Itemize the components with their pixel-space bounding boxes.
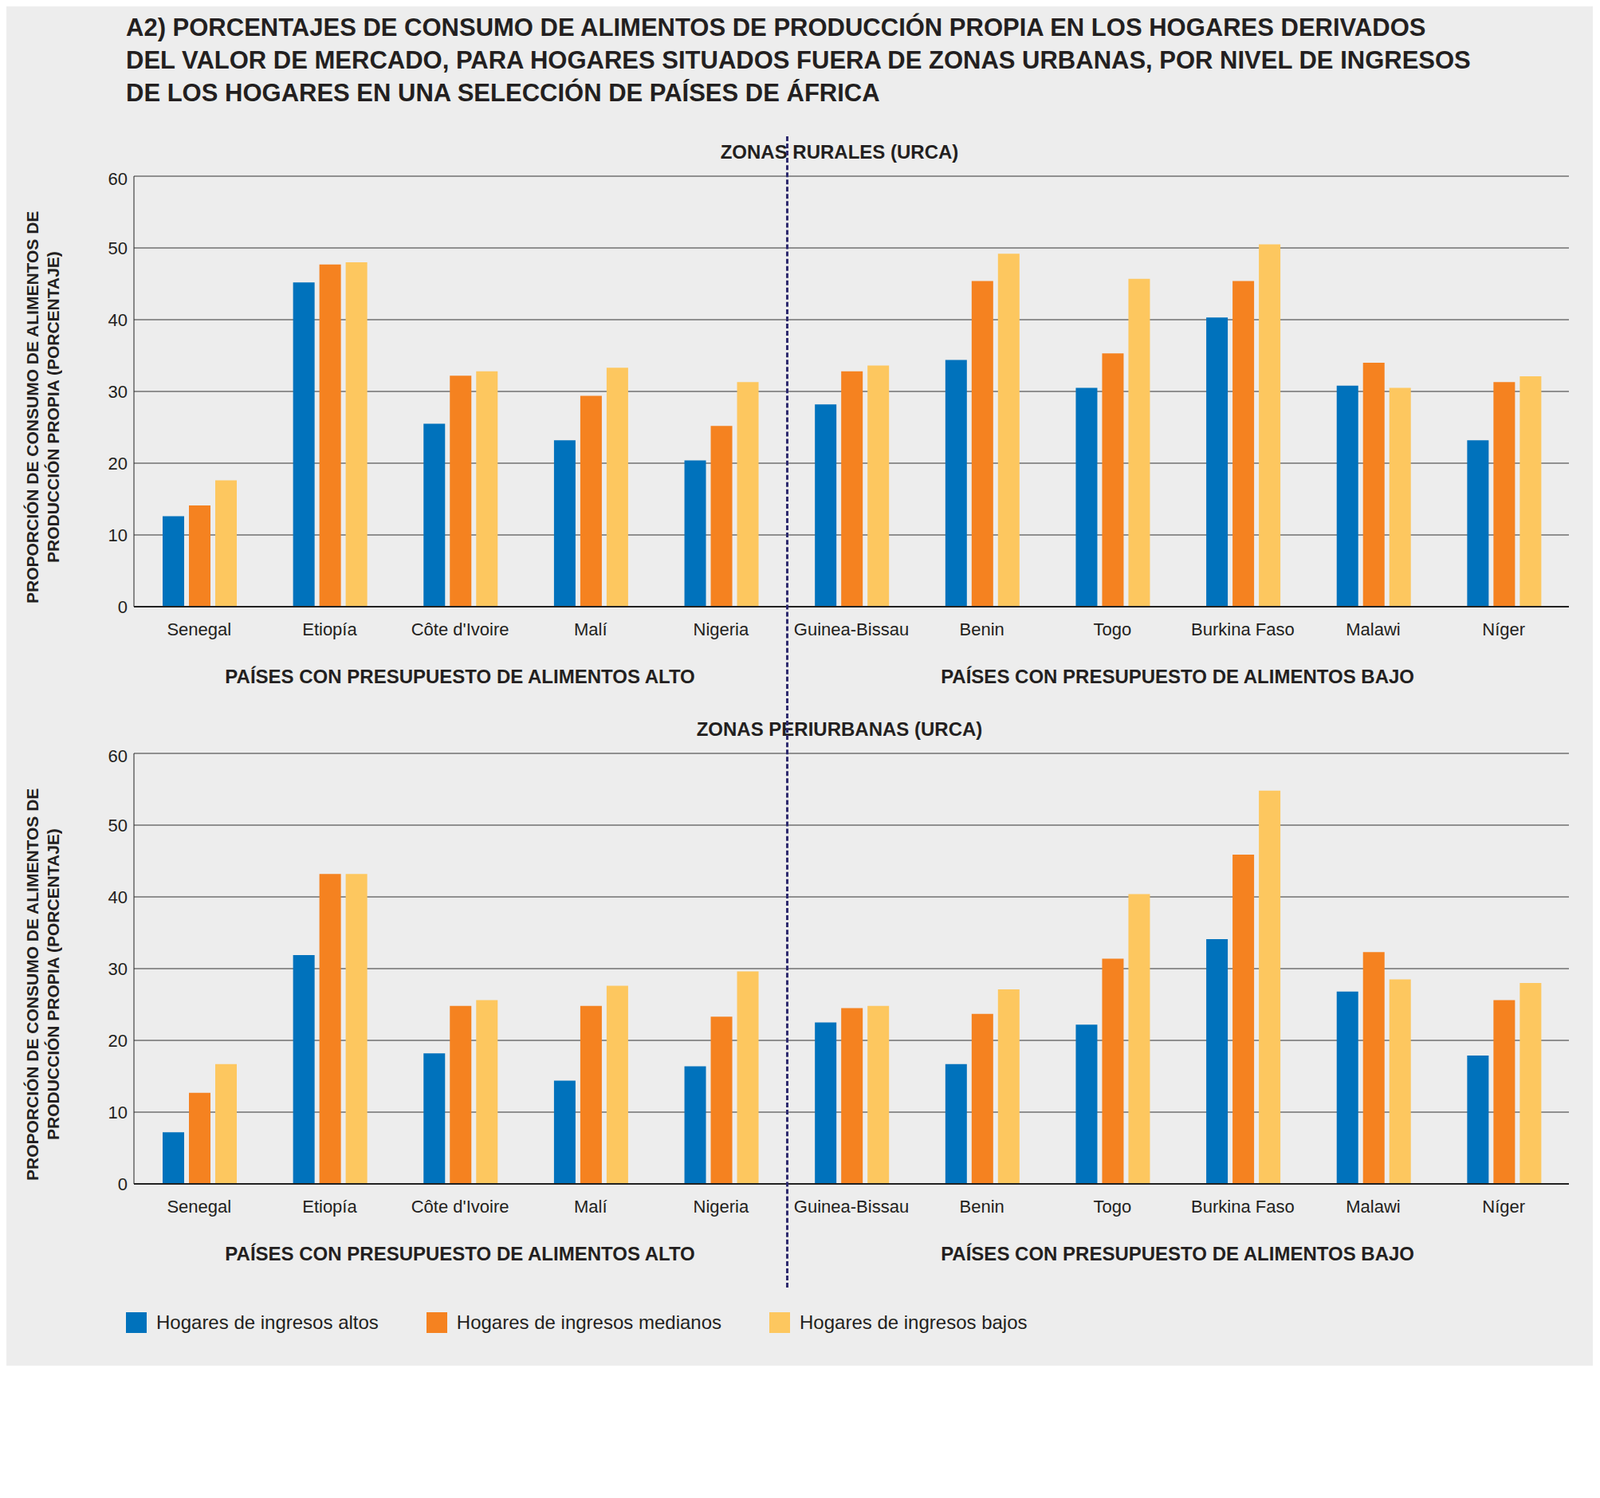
- svg-text:Senegal: Senegal: [166, 619, 232, 640]
- svg-text:Malí: Malí: [573, 1196, 608, 1217]
- html-text:PAÍSES CON PRESUPUESTO DE ALIM: PAÍSES CON PRESUPUESTO DE ALIMENTOS BAJO: [940, 1242, 1415, 1265]
- svg-text:30: 30: [108, 959, 128, 979]
- svg-text:50: 50: [108, 238, 128, 259]
- html-text:PAÍSES CON PRESUPUESTO DE ALIM: PAÍSES CON PRESUPUESTO DE ALIMENTOS ALTO: [225, 1242, 696, 1265]
- svg-text:Burkina Faso: Burkina Faso: [1191, 619, 1295, 640]
- svg-text:Malawi: Malawi: [1345, 619, 1400, 640]
- svg-text:Etiopía: Etiopía: [302, 1196, 358, 1217]
- svg-text:20: 20: [108, 1030, 128, 1051]
- svg-text:Etiopía: Etiopía: [302, 619, 358, 640]
- svg-text:Togo: Togo: [1092, 619, 1132, 640]
- svg-text:Níger: Níger: [1482, 1196, 1526, 1217]
- svg-text:Côte d'Ivoire: Côte d'Ivoire: [411, 1196, 510, 1217]
- svg-text:Guinea-Bissau: Guinea-Bissau: [794, 1196, 909, 1217]
- html-text:Hogares de ingresos altos: Hogares de ingresos altos: [156, 1311, 379, 1333]
- html-text:A2) PORCENTAJES DE CONSUMO DE: A2) PORCENTAJES DE CONSUMO DE ALIMENTOS …: [125, 13, 1471, 107]
- html-text:ZONAS PERIURBANAS (URCA): ZONAS PERIURBANAS (URCA): [696, 718, 983, 740]
- svg-text:60: 60: [108, 169, 128, 189]
- html-text:PAÍSES CON PRESUPUESTO DE ALIM: PAÍSES CON PRESUPUESTO DE ALIMENTOS BAJO: [940, 665, 1415, 688]
- svg-text:Benin: Benin: [959, 1196, 1004, 1217]
- svg-text:40: 40: [108, 887, 128, 908]
- svg-text:60: 60: [108, 746, 128, 767]
- svg-text:Nigeria: Nigeria: [693, 619, 750, 640]
- svg-text:Côte d'Ivoire: Côte d'Ivoire: [411, 619, 510, 640]
- html-text:PROPORCIÓN DE CONSUMO DE ALIME: PROPORCIÓN DE CONSUMO DE ALIMENTOS DE PR…: [23, 788, 63, 1181]
- html-text:PROPORCIÓN DE CONSUMO DE ALIME: PROPORCIÓN DE CONSUMO DE ALIMENTOS DE PR…: [23, 211, 63, 604]
- svg-text:Togo: Togo: [1092, 1196, 1132, 1217]
- svg-text:0: 0: [117, 597, 128, 618]
- svg-text:Guinea-Bissau: Guinea-Bissau: [794, 619, 909, 640]
- svg-text:0: 0: [117, 1174, 128, 1195]
- svg-text:10: 10: [108, 525, 128, 546]
- svg-text:Senegal: Senegal: [166, 1196, 232, 1217]
- svg-text:40: 40: [108, 310, 128, 331]
- svg-text:50: 50: [108, 815, 128, 836]
- svg-text:20: 20: [108, 453, 128, 474]
- svg-text:Benin: Benin: [959, 619, 1004, 640]
- svg-text:30: 30: [108, 381, 128, 402]
- svg-text:Malí: Malí: [573, 619, 608, 640]
- svg-text:Níger: Níger: [1482, 619, 1526, 640]
- html-text:ZONAS RURALES (URCA): ZONAS RURALES (URCA): [720, 141, 959, 163]
- html-text:Hogares de ingresos medianos: Hogares de ingresos medianos: [456, 1311, 722, 1333]
- html-text:Hogares de ingresos bajos: Hogares de ingresos bajos: [799, 1311, 1028, 1333]
- svg-text:10: 10: [108, 1102, 128, 1123]
- html-text:PAÍSES CON PRESUPUESTO DE ALIM: PAÍSES CON PRESUPUESTO DE ALIMENTOS ALTO: [225, 665, 696, 688]
- svg-text:Burkina Faso: Burkina Faso: [1191, 1196, 1295, 1217]
- svg-text:Malawi: Malawi: [1345, 1196, 1400, 1217]
- svg-text:Nigeria: Nigeria: [693, 1196, 750, 1217]
